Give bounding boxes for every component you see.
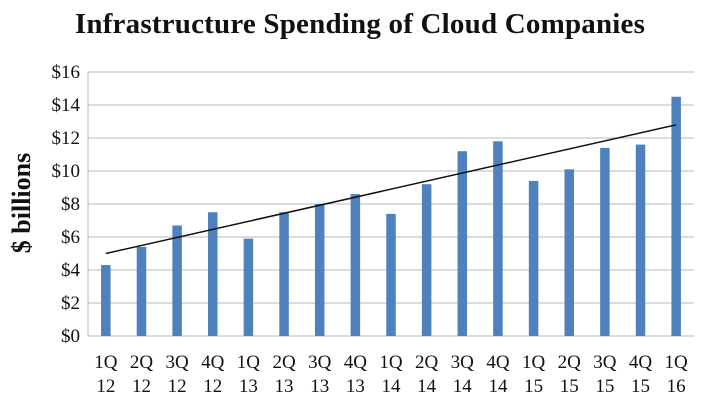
y-tick-label: $16 [52,62,81,83]
x-tick-label-quarter: 2Q [415,352,439,373]
x-tick-label-year: 12 [168,376,187,397]
bar [136,246,147,336]
x-tick-label-year: 15 [524,376,543,397]
x-tick-label-quarter: 4Q [486,352,510,373]
bar [635,144,646,336]
x-axis-ticks: 1Q 12 2Q 12 3Q 12 4Q 12 1Q 13 2Q 13 3Q 13 4Q 13 1Q 14 2Q 14… [94,352,688,397]
bar [208,212,218,336]
bar [350,194,361,336]
bar [493,141,503,336]
x-tick-label-quarter: 1Q [94,352,118,373]
bar [528,180,539,336]
x-tick-label-quarter: 2Q [130,352,154,373]
x-tick-label-year: 15 [560,376,579,397]
x-tick-label-year: 12 [96,376,115,397]
y-tick-label: $8 [61,194,80,215]
x-tick-label-quarter: 1Q [522,352,546,373]
y-tick-label: $2 [61,293,80,314]
x-tick-label-quarter: 4Q [629,352,653,373]
bar [101,265,111,336]
chart-title: Infrastructure Spending of Cloud Compani… [74,8,646,40]
x-tick-label-year: 12 [132,376,151,397]
x-tick-label-year: 14 [488,376,508,397]
x-tick-label-year: 15 [631,376,650,397]
trendline-group [105,124,677,255]
trendline [105,124,677,255]
x-tick-label-quarter: 1Q [379,352,403,373]
bar [564,169,574,336]
x-tick-label-quarter: 1Q [665,352,689,373]
x-tick-label-quarter: 2Q [272,352,296,373]
y-tick-label: $12 [52,128,81,149]
x-tick-label-year: 16 [667,376,686,397]
x-tick-label-quarter: 4Q [201,352,225,373]
x-tick-label-year: 13 [239,376,258,397]
bar [314,204,325,336]
bar [279,212,289,336]
y-axis-label: $ billions [7,153,36,253]
x-tick-label-quarter: 3Q [166,352,190,373]
y-tick-label: $0 [61,326,80,347]
x-tick-label-year: 14 [417,376,437,397]
x-tick-label-year: 13 [275,376,294,397]
y-tick-label: $14 [52,95,81,116]
y-axis-ticks: $0 $2 $4 $6 $8 $10 $12 $14 $16 [52,62,81,347]
bar [600,147,610,336]
x-tick-label-year: 13 [346,376,365,397]
bar [172,225,182,336]
x-tick-label-year: 13 [310,376,329,397]
x-tick-label-quarter: 3Q [451,352,475,373]
bars [101,96,681,336]
x-tick-label-quarter: 4Q [344,352,368,373]
x-tick-label-quarter: 2Q [558,352,582,373]
x-tick-label-year: 14 [453,376,473,397]
x-tick-label-year: 15 [595,376,614,397]
y-tick-label: $6 [61,227,80,248]
x-tick-label-year: 14 [382,376,402,397]
bar [386,213,396,336]
y-tick-label: $10 [52,161,81,182]
x-tick-label-quarter: 3Q [593,352,617,373]
x-tick-label-year: 12 [203,376,222,397]
x-tick-label-quarter: 3Q [308,352,332,373]
bar [421,184,432,336]
bar [243,238,254,336]
bar [457,151,468,336]
x-tick-label-quarter: 1Q [237,352,261,373]
bar [671,96,681,336]
y-tick-label: $4 [61,260,81,281]
